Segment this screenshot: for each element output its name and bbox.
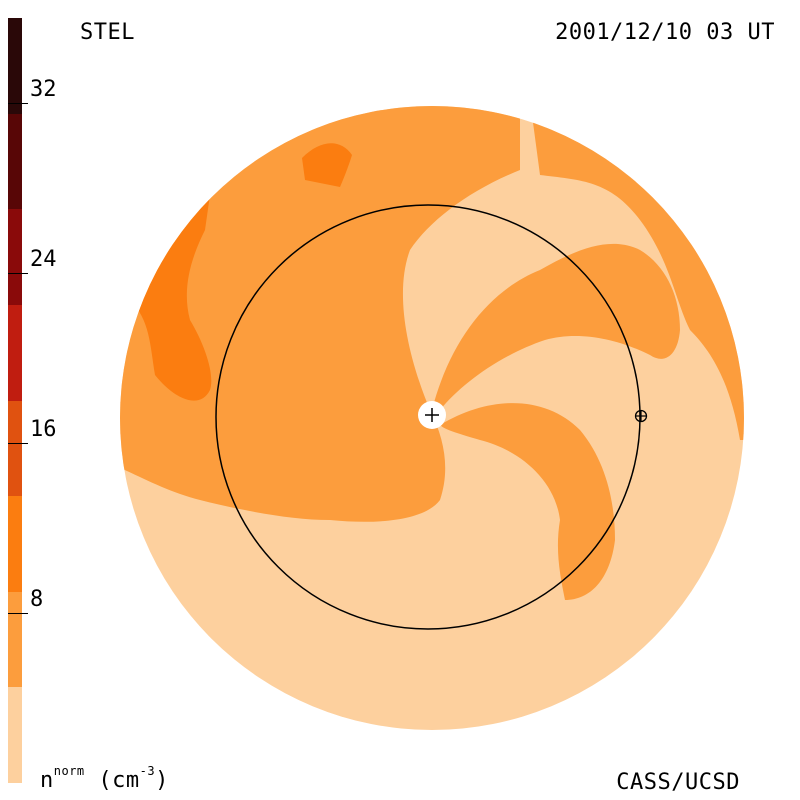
high-density-region bbox=[130, 195, 212, 401]
unit-close: ) bbox=[155, 768, 169, 793]
mid-density-region bbox=[440, 403, 615, 600]
colorbar-tick-label: 16 bbox=[30, 417, 57, 442]
colorbar-segment bbox=[8, 209, 22, 305]
mid-density-region bbox=[432, 243, 680, 410]
colorbar-tick bbox=[8, 613, 28, 614]
colorbar-tick-label: 32 bbox=[30, 77, 57, 102]
credit-label: CASS/UCSD bbox=[616, 770, 740, 795]
colorbar-segment bbox=[8, 687, 22, 783]
colorbar-segment bbox=[8, 496, 22, 592]
earth-orbit-ring bbox=[215, 204, 641, 630]
unit-superscript: norm bbox=[53, 764, 85, 778]
colorbar-tick-label: 8 bbox=[30, 587, 44, 612]
density-colorbar bbox=[8, 18, 22, 783]
high-density-region bbox=[302, 143, 352, 187]
colorbar-tick-label: 24 bbox=[30, 247, 57, 272]
colorbar-tick bbox=[8, 443, 28, 444]
unit-rest: (cm bbox=[98, 768, 140, 793]
colorbar-segment bbox=[8, 591, 22, 688]
colorbar-segment bbox=[8, 113, 22, 210]
unit-base: n bbox=[40, 768, 54, 793]
colorbar-tick bbox=[8, 273, 28, 274]
colorbar-segment bbox=[8, 400, 22, 497]
colorbar-segment bbox=[8, 18, 22, 114]
colorbar-tick bbox=[8, 103, 28, 104]
timestamp-label: 2001/12/10 03 UT bbox=[555, 20, 775, 45]
earth-icon bbox=[634, 409, 648, 423]
observatory-label: STEL bbox=[80, 20, 135, 45]
unit-exponent: -3 bbox=[139, 764, 156, 778]
colorbar-unit-label: nnorm (cm-3) bbox=[40, 764, 169, 793]
colorbar-segment bbox=[8, 304, 22, 401]
